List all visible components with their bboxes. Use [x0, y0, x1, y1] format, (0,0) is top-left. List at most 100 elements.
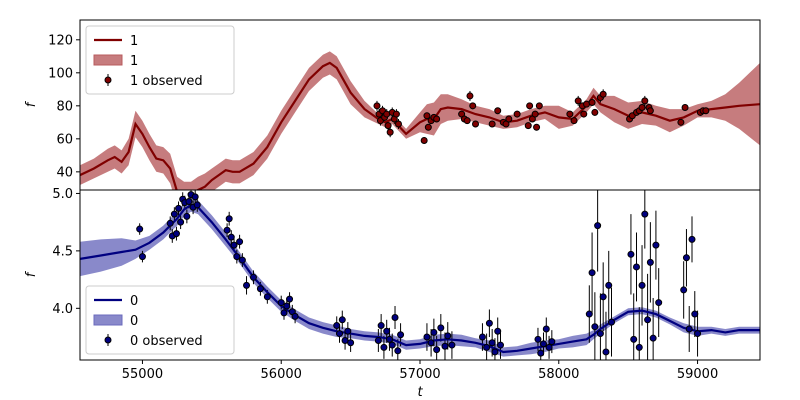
- observed-point: [277, 299, 285, 307]
- legend-label: 0 observed: [130, 334, 203, 349]
- observed-point: [655, 299, 663, 307]
- observed-point: [423, 333, 431, 341]
- y-tick-label: 40: [56, 165, 73, 180]
- legend-label: 1: [130, 54, 138, 69]
- observed-point: [427, 339, 435, 347]
- observed-point: [175, 204, 183, 212]
- observed-point: [185, 197, 193, 205]
- legend-band-swatch: [93, 54, 123, 66]
- observed-point: [599, 90, 607, 98]
- observed-point: [588, 269, 596, 277]
- observed-point: [488, 339, 496, 347]
- x-tick-label: 58000: [538, 367, 579, 382]
- observed-point: [263, 293, 271, 301]
- observed-point: [494, 107, 502, 115]
- observed-point: [344, 327, 352, 335]
- y-tick-label: 5.0: [52, 187, 73, 202]
- top-panel: 40 60 80 100 120 f 1 1 1 observed: [24, 19, 761, 191]
- observed-point: [423, 112, 431, 120]
- observed-point: [644, 316, 652, 324]
- observed-point: [682, 254, 690, 262]
- observed-point: [641, 97, 649, 105]
- legend: 1 1 1 observed: [85, 25, 235, 95]
- y-tick-label: 80: [56, 99, 73, 114]
- observed-point: [646, 107, 654, 115]
- legend: 0 0 0 observed: [85, 285, 235, 355]
- observed-point: [385, 335, 393, 343]
- observed-point: [384, 122, 392, 130]
- observed-point: [336, 330, 344, 338]
- observed-point: [193, 201, 201, 209]
- observed-point: [627, 250, 635, 258]
- observed-point: [333, 322, 341, 330]
- y-tick-label: 120: [48, 33, 73, 48]
- observed-point: [463, 117, 471, 125]
- observed-point: [496, 341, 504, 349]
- observed-point: [291, 312, 299, 320]
- observed-point: [566, 110, 574, 118]
- observed-point: [537, 349, 545, 357]
- observed-point: [531, 110, 539, 118]
- legend-marker-swatch: [104, 336, 112, 344]
- observed-point: [641, 210, 649, 218]
- y-tick-label: 60: [56, 132, 73, 147]
- observed-point: [420, 136, 428, 144]
- observed-point: [286, 295, 294, 303]
- observed-point: [574, 97, 582, 105]
- observed-point: [540, 340, 548, 348]
- observed-point: [230, 241, 238, 249]
- observed-point: [534, 335, 542, 343]
- legend-box: [85, 25, 235, 95]
- observed-point: [702, 107, 710, 115]
- model-line: [80, 61, 760, 190]
- observed-point: [444, 332, 452, 340]
- observed-point: [677, 118, 685, 126]
- observed-point: [280, 309, 288, 317]
- observed-point: [570, 117, 578, 125]
- observed-point: [483, 343, 491, 351]
- observed-point: [283, 302, 291, 310]
- plot-area: [80, 51, 760, 190]
- observed-point: [630, 335, 638, 343]
- observed-point: [469, 102, 477, 110]
- legend-box: [85, 285, 235, 355]
- observed-point: [591, 108, 599, 116]
- observed-point: [225, 215, 233, 223]
- legend-label: 1: [130, 34, 138, 49]
- observed-point: [377, 322, 385, 330]
- observed-point: [594, 222, 602, 230]
- observed-point: [548, 338, 556, 346]
- observed-point: [238, 256, 246, 264]
- observed-point: [524, 122, 532, 130]
- observed-point: [380, 343, 388, 351]
- observed-point: [433, 115, 441, 123]
- observed-point: [223, 226, 231, 234]
- observed-point: [596, 330, 604, 338]
- observed-point: [488, 120, 496, 128]
- x-tick-label: 59000: [677, 367, 718, 382]
- observed-point: [424, 123, 432, 131]
- x-tick-label: 57000: [399, 367, 440, 382]
- observed-point: [526, 102, 534, 110]
- observed-point: [649, 334, 657, 342]
- observed-point: [392, 110, 400, 118]
- observed-point: [170, 210, 178, 218]
- legend-label: 1 observed: [130, 74, 203, 89]
- observed-point: [466, 92, 474, 100]
- legend-band-swatch: [93, 314, 123, 326]
- observed-point: [172, 230, 180, 238]
- legend-label: 0: [130, 314, 138, 329]
- x-axis-label: t: [417, 385, 423, 400]
- y-tick-label: 4.0: [52, 302, 73, 317]
- observed-point: [605, 281, 613, 289]
- observed-point: [177, 218, 185, 226]
- confidence-band: [80, 51, 760, 190]
- observed-point: [227, 233, 235, 241]
- observed-point: [505, 115, 513, 123]
- observed-point: [383, 327, 391, 335]
- observed-point: [478, 333, 486, 341]
- observed-point: [233, 253, 241, 261]
- observed-point: [472, 120, 480, 128]
- observed-point: [236, 238, 244, 246]
